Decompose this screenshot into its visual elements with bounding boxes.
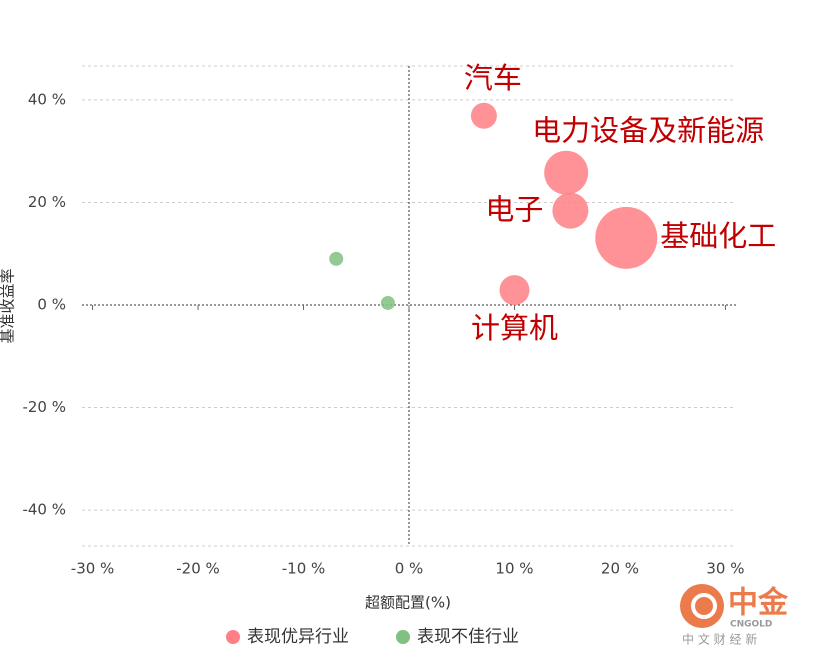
x-tick-label: 30 %	[706, 560, 744, 578]
bubble-label: 计算机	[471, 311, 558, 345]
y-tick-label: -40 %	[22, 501, 66, 519]
watermark-brand: 中金	[728, 586, 789, 621]
bubble-label: 基础化工	[660, 219, 776, 253]
watermark-code: CNGOLD	[730, 620, 772, 630]
y-tick-label: 0 %	[37, 296, 66, 314]
bubble-label: 电子	[485, 193, 543, 227]
logo	[680, 584, 724, 628]
legend-marker	[226, 630, 240, 644]
bubble-label: 汽车	[464, 61, 522, 95]
x-axis-title: 超额配置(%)	[365, 594, 451, 612]
bubble	[329, 251, 344, 266]
x-tick-label: -20 %	[176, 560, 220, 578]
x-tick-label: 0 %	[395, 560, 424, 578]
x-tick-label: -10 %	[282, 560, 326, 578]
legend-label: 表现不佳行业	[417, 627, 519, 647]
bubble	[380, 295, 395, 310]
watermark-tagline: 中 文 财 经 新	[682, 632, 757, 647]
y-axis-title: 基准收益率	[0, 268, 17, 343]
bubble	[544, 150, 589, 195]
x-tick-label: 20 %	[601, 560, 639, 578]
y-tick-label: 20 %	[28, 193, 66, 211]
watermark: 中金 CNGOLD 中 文 财 经 新	[680, 584, 789, 647]
x-tick-label: 10 %	[495, 560, 533, 578]
bubble	[470, 102, 497, 129]
bubble	[552, 192, 589, 229]
y-tick-label: -20 %	[22, 398, 66, 416]
bubble	[499, 275, 530, 306]
legend-marker	[396, 630, 410, 644]
logo-mark	[691, 593, 717, 619]
y-tick-label: 40 %	[28, 90, 66, 108]
bubble	[595, 206, 658, 269]
legend-label: 表现优异行业	[247, 627, 349, 647]
bubble-label: 电力设备及新能源	[532, 114, 764, 148]
x-tick-label: -30 %	[71, 560, 115, 578]
